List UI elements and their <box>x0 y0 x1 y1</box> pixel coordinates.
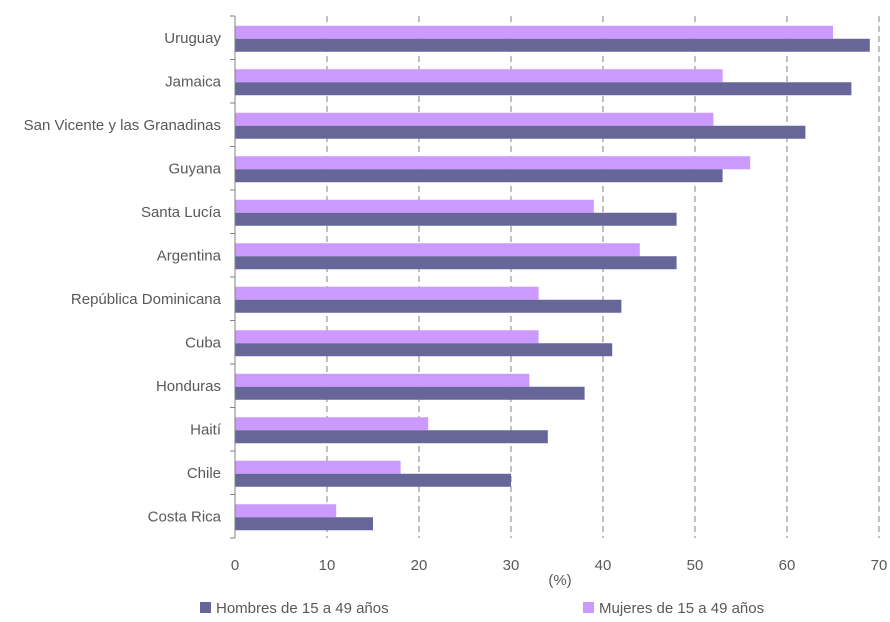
bar-hombres <box>235 212 677 226</box>
bar-mujeres <box>235 286 539 300</box>
bar-hombres <box>235 256 677 270</box>
legend: Hombres de 15 a 49 años Mujeres de 15 a 4… <box>200 600 764 617</box>
x-tick-label: 0 <box>231 557 239 574</box>
bar-mujeres <box>235 504 337 518</box>
bar-mujeres <box>235 243 640 257</box>
x-tick-label: 20 <box>411 557 428 574</box>
bar-mujeres <box>235 112 714 126</box>
x-tick-label: 40 <box>595 557 612 574</box>
category-label: Honduras <box>156 378 221 395</box>
bar-hombres <box>235 517 373 531</box>
bar-hombres <box>235 299 622 313</box>
bar-hombres <box>235 169 723 183</box>
legend-label: Mujeres de 15 a 49 años <box>599 600 764 617</box>
bar-hombres <box>235 125 806 139</box>
category-label: Uruguay <box>164 30 221 47</box>
category-label: Argentina <box>157 247 222 264</box>
category-label: Haití <box>190 421 222 438</box>
x-axis-title: (%) <box>548 572 571 589</box>
category-label: San Vicente y las Granadinas <box>24 117 221 134</box>
legend-label: Hombres de 15 a 49 años <box>216 600 389 617</box>
category-label: Costa Rica <box>148 508 222 525</box>
x-tick-label: 30 <box>503 557 520 574</box>
bar-hombres <box>235 343 613 357</box>
bar-mujeres <box>235 199 594 213</box>
gridlines <box>326 16 880 538</box>
x-tick-label: 60 <box>779 557 796 574</box>
bars <box>235 25 870 531</box>
bar-hombres <box>235 386 585 400</box>
category-label: Jamaica <box>165 73 222 90</box>
bar-hombres <box>235 473 511 487</box>
category-label: Chile <box>187 465 221 482</box>
bar-mujeres <box>235 25 833 39</box>
category-label: República Dominicana <box>71 291 222 308</box>
bar-hombres <box>235 82 852 96</box>
category-label: Cuba <box>185 334 222 351</box>
legend-swatch <box>200 602 211 613</box>
bar-mujeres <box>235 417 429 431</box>
x-tick-label: 70 <box>871 557 888 574</box>
category-label: Guyana <box>168 160 221 177</box>
legend-swatch <box>583 602 594 613</box>
bar-mujeres <box>235 460 401 474</box>
category-label: Santa Lucía <box>141 204 222 221</box>
labels: 0 10 20 30 40 50 60 70 Uruguay Jamaica San Vicente… <box>24 30 888 574</box>
bar-mujeres <box>235 156 751 170</box>
x-tick-label: 50 <box>687 557 704 574</box>
axes <box>230 15 236 539</box>
x-tick-label: 10 <box>319 557 336 574</box>
bar-mujeres <box>235 69 723 83</box>
bar-mujeres <box>235 330 539 344</box>
bar-hombres <box>235 430 548 444</box>
bar-mujeres <box>235 373 530 387</box>
bar-hombres <box>235 38 870 52</box>
